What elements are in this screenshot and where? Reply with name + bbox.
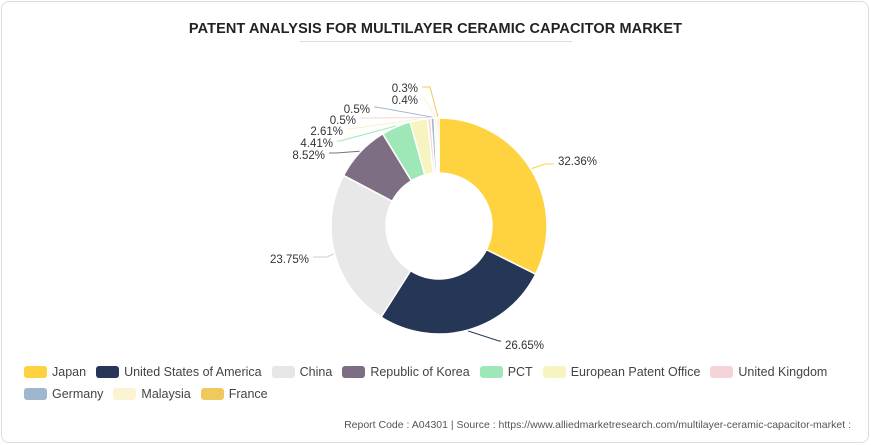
data-label-france: 0.3% [392, 83, 418, 95]
slice-united-states-of-america[interactable] [380, 248, 537, 335]
leader-line-japan [531, 163, 554, 170]
legend-label: Japan [52, 365, 87, 379]
leader-line-pct [337, 125, 396, 142]
legend-item-malaysia[interactable]: Malaysia [113, 386, 191, 402]
legend-swatch [200, 388, 224, 400]
legend-item-germany[interactable]: Germany [24, 386, 103, 402]
legend-label: Malaysia [141, 387, 191, 401]
legend-item-republic-of-korea[interactable]: Republic of Korea [342, 364, 470, 380]
legend-label: European Patent Office [570, 365, 701, 379]
data-label-japan: 32.36% [558, 156, 597, 168]
title-underline [300, 41, 572, 42]
legend-swatch [96, 366, 120, 378]
slice-france[interactable] [436, 117, 440, 174]
leader-line-france [422, 86, 439, 118]
legend-swatch [479, 366, 503, 378]
data-label-malaysia: 0.4% [392, 95, 418, 107]
legend-swatch [24, 366, 47, 378]
legend-item-france[interactable]: France [200, 386, 268, 402]
leader-line-united-states-of-america [468, 330, 501, 342]
legend-label: France [228, 387, 268, 401]
data-label-european-patent-office: 2.61% [310, 126, 343, 138]
data-label-china: 23.75% [270, 254, 309, 266]
leader-line-china [313, 253, 334, 258]
slice-japan[interactable] [438, 117, 548, 276]
leader-line-european-patent-office [347, 118, 419, 130]
slice-china[interactable] [330, 174, 412, 319]
legend-swatch [271, 366, 295, 378]
data-label-pct: 4.41% [300, 138, 333, 150]
legend-swatch [542, 366, 566, 378]
legend-item-china[interactable]: China [271, 364, 333, 380]
legend-swatch [342, 366, 366, 378]
chart-legend: Japan United States of America China Republ… [24, 364, 864, 402]
source-footer: Report Code : A04301 | Source : https://… [344, 419, 851, 431]
legend-label: Republic of Korea [370, 365, 470, 379]
data-label-republic-of-korea: 8.52% [292, 150, 325, 162]
legend-item-united-kingdom[interactable]: United Kingdom [710, 364, 827, 380]
legend-item-japan[interactable]: Japan [24, 364, 86, 380]
data-label-united-states-of-america: 26.65% [505, 340, 544, 352]
leader-line-united-kingdom [360, 116, 430, 119]
legend-label: PCT [507, 365, 533, 379]
legend-label: China [299, 365, 333, 379]
legend-swatch [24, 388, 47, 400]
legend-item-european-patent-office[interactable]: European Patent Office [542, 364, 701, 380]
legend-item-united-states-of-america[interactable]: United States of America [96, 364, 262, 380]
legend-label: United States of America [124, 365, 262, 379]
leader-line-germany [374, 106, 433, 118]
legend-label: United Kingdom [738, 365, 828, 379]
data-label-germany: 0.5% [344, 104, 370, 116]
leader-line-republic-of-korea [329, 150, 360, 154]
chart-title: PATENT ANALYSIS FOR MULTILAYER CERAMIC C… [188, 21, 683, 37]
legend-item-pct[interactable]: PCT [479, 364, 533, 380]
legend-label: Germany [52, 387, 104, 401]
legend-swatch [710, 366, 734, 378]
legend-swatch [113, 388, 137, 400]
data-label-united-kingdom: 0.5% [330, 115, 356, 127]
leader-line-malaysia [422, 97, 437, 118]
